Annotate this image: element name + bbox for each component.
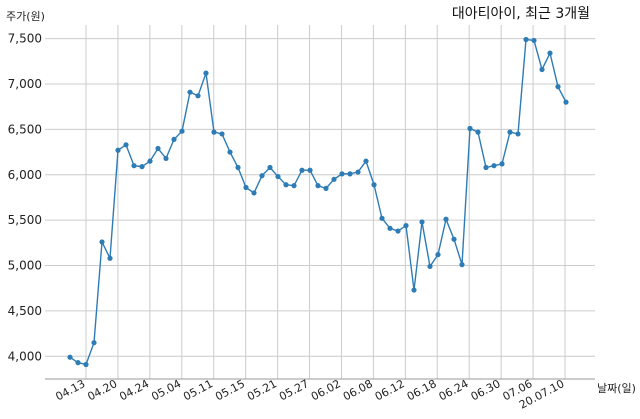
data-point	[283, 182, 289, 188]
x-tick-label: 04.13	[53, 377, 87, 403]
x-tick-label: 04.24	[117, 377, 151, 403]
data-point	[147, 158, 153, 164]
data-point	[427, 263, 433, 270]
data-point	[139, 164, 145, 170]
data-point	[419, 219, 425, 225]
data-point	[339, 171, 345, 177]
x-tick-label: 04.20	[85, 377, 119, 403]
data-point	[395, 228, 401, 234]
data-point	[507, 129, 513, 135]
data-point	[403, 223, 409, 229]
series	[67, 36, 569, 368]
y-tick-label: 6,000	[8, 168, 42, 182]
x-tick-label: 06.12	[373, 377, 407, 403]
data-point	[267, 164, 273, 171]
data-point	[307, 167, 313, 173]
x-tick-labels: 04.1304.2004.2405.0405.1105.1505.2105.27…	[53, 377, 566, 411]
data-point	[443, 216, 449, 222]
data-point	[195, 93, 201, 99]
price-line	[69, 38, 567, 366]
data-point	[99, 239, 105, 245]
x-tick-label: 05.04	[149, 377, 183, 403]
data-point	[523, 36, 529, 43]
data-point	[235, 164, 241, 171]
data-point	[275, 173, 281, 180]
data-point	[539, 66, 545, 73]
x-tick-label: 05.27	[277, 377, 311, 403]
data-point	[323, 185, 329, 191]
data-point	[243, 184, 249, 191]
x-tick-label: 05.15	[213, 377, 247, 403]
x-tick-label: 06.24	[437, 377, 471, 403]
x-tick-label: 06.02	[309, 377, 343, 403]
x-tick-label: 05.21	[245, 377, 279, 403]
data-point	[555, 84, 561, 90]
data-point	[227, 149, 233, 155]
x-tick-label: 05.11	[181, 377, 215, 403]
data-point	[315, 183, 321, 189]
data-point	[83, 361, 89, 368]
data-point	[379, 215, 385, 221]
grid	[45, 25, 595, 379]
data-point	[547, 50, 553, 56]
data-point	[131, 163, 137, 169]
data-point	[203, 70, 209, 76]
data-point	[155, 145, 161, 152]
data-point	[75, 360, 81, 366]
data-point	[491, 163, 497, 169]
data-point	[499, 161, 505, 167]
x-axis-label: 날짜(일)	[597, 381, 636, 395]
data-point	[331, 176, 337, 182]
data-point	[531, 37, 537, 44]
data-point	[435, 252, 441, 258]
x-tick-label: 06.30	[469, 377, 503, 403]
data-point	[347, 171, 353, 177]
data-point	[123, 142, 129, 148]
y-tick-label: 4,500	[8, 304, 42, 318]
y-tick-label: 7,000	[8, 77, 42, 91]
y-tick-label: 7,500	[8, 32, 42, 46]
y-tick-label: 4,000	[8, 349, 42, 363]
y-tick-labels: 4,000 4,500 5,000 5,500 6,000 6,500 7,000 7,500	[8, 32, 42, 364]
data-point	[355, 169, 361, 175]
data-point	[291, 183, 297, 189]
data-point	[219, 131, 225, 137]
data-point	[107, 255, 113, 261]
data-point	[187, 89, 193, 95]
data-point	[459, 262, 465, 268]
data-point	[467, 125, 473, 132]
y-tick-label: 5,000	[8, 259, 42, 273]
data-point	[299, 167, 305, 173]
chart-title: 대아티아이, 최근 3개월	[452, 6, 590, 22]
data-point	[371, 182, 377, 188]
data-point	[115, 147, 121, 153]
x-tick-label: 06.08	[341, 377, 375, 403]
data-point	[91, 340, 97, 346]
data-point	[259, 173, 265, 179]
data-point	[563, 99, 569, 105]
data-point	[411, 287, 417, 293]
data-point	[251, 190, 257, 196]
data-point	[67, 354, 73, 360]
y-tick-label: 6,500	[8, 122, 42, 136]
y-tick-label: 5,500	[8, 213, 42, 227]
data-point	[483, 164, 489, 171]
data-point	[163, 155, 169, 162]
data-point	[451, 236, 457, 242]
x-tick-label: 06.18	[405, 377, 439, 403]
data-point	[171, 136, 177, 142]
data-point	[387, 225, 393, 231]
data-point	[179, 128, 185, 134]
data-point	[515, 131, 521, 137]
data-point	[211, 129, 217, 135]
data-point	[363, 158, 369, 164]
y-axis-label: 주가(원)	[6, 10, 45, 23]
data-point	[475, 129, 481, 135]
